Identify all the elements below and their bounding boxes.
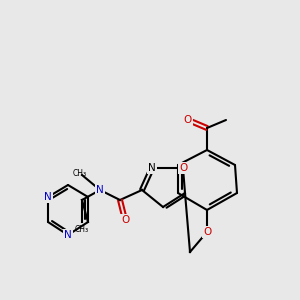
Text: N: N — [96, 185, 104, 195]
Text: O: O — [184, 115, 192, 125]
Text: CH₃: CH₃ — [73, 169, 87, 178]
Text: N: N — [64, 230, 72, 240]
Text: N: N — [44, 192, 52, 202]
Text: O: O — [121, 215, 129, 225]
Text: CH₃: CH₃ — [75, 225, 89, 234]
Text: N: N — [148, 163, 156, 173]
Text: O: O — [203, 227, 211, 237]
Text: O: O — [179, 163, 187, 173]
